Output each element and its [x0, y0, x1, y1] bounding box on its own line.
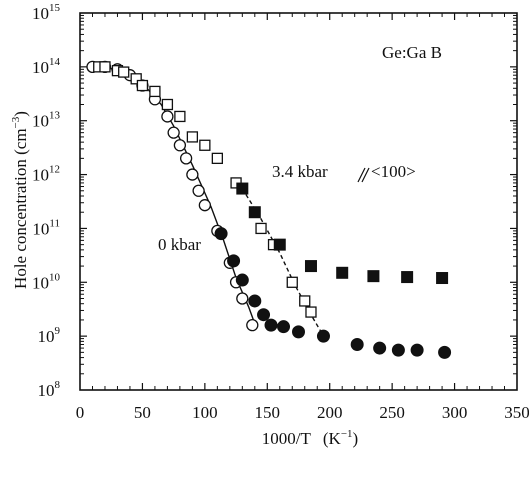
filled-square-point	[436, 272, 449, 285]
filled-square-point	[401, 271, 414, 284]
open-circle-point	[173, 139, 187, 152]
y-tick-base: 10	[32, 58, 49, 77]
x-tick-label: 300	[442, 403, 468, 422]
open-circle-point	[167, 126, 180, 139]
data-markers	[86, 60, 452, 359]
y-tick-label: 1012	[32, 164, 60, 185]
open-circle-point	[192, 184, 205, 197]
x-tick-label: 200	[317, 403, 343, 422]
y-tick-label: 1010	[32, 271, 61, 292]
x-tick-label: 100	[192, 403, 218, 422]
filled-circle-point	[227, 254, 241, 268]
y-tick-label: 1013	[32, 110, 61, 131]
open-square-point	[174, 110, 186, 123]
y-tick-base: 10	[32, 219, 49, 238]
x-tick-label: 0	[76, 403, 85, 422]
filled-circle-point	[277, 320, 291, 334]
y-tick-label: 1011	[32, 217, 60, 238]
x-axis-label-unit-close: )	[353, 429, 359, 448]
y-tick-base: 10	[38, 381, 55, 400]
open-circle-point	[236, 292, 249, 305]
filled-circle-point	[438, 345, 452, 359]
x-tick-label: 150	[255, 403, 281, 422]
y-tick-base: 10	[32, 273, 49, 292]
open-square-point	[186, 131, 199, 143]
y-axis-label: Hole concentration (cm−3)	[10, 111, 30, 289]
plot-frame	[79, 12, 518, 391]
filled-square-point	[367, 270, 380, 283]
open-square-point	[199, 139, 211, 151]
series-label-34kbar-text: 3.4 kbar	[272, 162, 328, 181]
x-tick-label: 350	[504, 403, 529, 422]
filled-square-point	[236, 182, 249, 195]
sample-label: Ge:Ga B	[382, 43, 442, 62]
filled-circle-point	[257, 308, 271, 322]
y-tick-label: 1015	[32, 2, 61, 23]
series-label-34kbar: 3.4 kbar <100>	[272, 162, 416, 183]
y-tick-base: 10	[38, 327, 55, 346]
y-tick-exponent: 14	[49, 56, 61, 68]
open-circle-point	[186, 168, 199, 181]
axis-ticks: 0 50 100 150 200 250 300 3501081091010101110121…	[32, 2, 529, 422]
open-square-point	[299, 295, 311, 307]
filled-circle-point	[235, 273, 249, 287]
open-circle-point	[246, 318, 259, 332]
y-tick-exponent: 10	[49, 271, 61, 283]
x-axis-label-unit: (K	[323, 429, 342, 448]
y-tick-exponent: 13	[49, 110, 61, 122]
x-axis-label-unit-sup: −1	[341, 428, 353, 440]
y-tick-exponent: 8	[55, 379, 61, 391]
open-square-point	[99, 61, 111, 73]
filled-square-point	[248, 206, 261, 219]
open-circle-point	[161, 110, 174, 123]
filled-square-point	[336, 266, 349, 279]
filled-circle-point	[373, 341, 387, 355]
filled-circle-point	[350, 337, 364, 351]
y-tick-exponent: 12	[49, 164, 60, 176]
open-circle-point	[179, 152, 193, 165]
filled-circle-point	[391, 343, 405, 357]
fit-curve-0kbar	[92, 66, 256, 324]
x-tick-label: 50	[134, 403, 151, 422]
y-tick-label: 108	[38, 379, 61, 400]
filled-circle-point	[264, 318, 278, 332]
open-square-point	[286, 276, 298, 288]
x-axis-label-name: 1000/T	[262, 429, 312, 448]
open-square-point	[211, 152, 223, 165]
filled-circle-point	[248, 294, 262, 308]
series-label-34kbar-direction: <100>	[371, 162, 416, 181]
y-tick-exponent: 15	[49, 2, 61, 14]
y-tick-base: 10	[32, 4, 49, 23]
y-tick-label: 109	[38, 325, 61, 346]
x-axis-label: 1000/T (K−1)	[262, 428, 358, 448]
y-axis-label-name: Hole concentration (cm	[11, 128, 30, 289]
open-circle-point	[198, 199, 212, 212]
y-tick-base: 10	[32, 166, 49, 185]
y-axis-label-close: )	[11, 111, 30, 117]
y-tick-base: 10	[32, 112, 49, 131]
filled-circle-point	[292, 325, 305, 339]
series-label-0kbar: 0 kbar	[158, 235, 201, 254]
open-square-point	[255, 222, 267, 235]
open-square-point	[118, 66, 130, 78]
filled-square-point	[304, 260, 317, 273]
open-square-point	[130, 73, 142, 85]
y-tick-exponent: 9	[55, 325, 61, 337]
y-axis-label-sup: −3	[10, 116, 22, 128]
filled-circle-point	[214, 227, 228, 241]
y-tick-label: 1014	[32, 56, 61, 77]
open-square-point	[305, 306, 317, 318]
filled-square-point	[273, 238, 286, 251]
open-square-point	[161, 98, 174, 111]
y-tick-exponent: 11	[49, 217, 60, 229]
filled-circle-point	[316, 329, 330, 343]
parallel-symbol	[357, 167, 366, 183]
filled-circle-point	[410, 343, 424, 357]
parallel-symbol-2	[361, 167, 370, 183]
x-tick-label: 250	[379, 403, 405, 422]
open-square-point	[149, 85, 161, 98]
open-square-point	[136, 79, 149, 92]
